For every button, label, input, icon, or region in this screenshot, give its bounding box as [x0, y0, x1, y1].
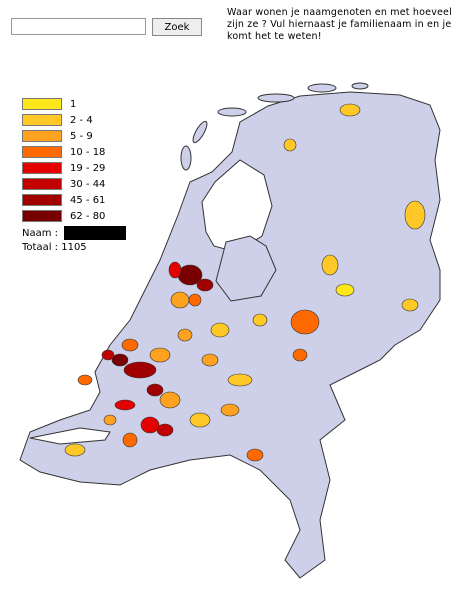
municipality-patch — [227, 373, 253, 387]
legend-row: 5 - 9 — [22, 128, 105, 144]
island — [257, 93, 295, 103]
municipality-patch — [101, 349, 115, 361]
island — [192, 120, 208, 144]
legend-swatch — [22, 194, 62, 206]
municipality-patch — [201, 353, 219, 367]
municipality-patch — [283, 138, 297, 152]
search-button[interactable]: Zoek — [152, 18, 202, 36]
legend-label: 5 - 9 — [70, 130, 93, 142]
search-input[interactable] — [11, 18, 146, 35]
totaal-value: 1105 — [61, 242, 87, 253]
municipality-patch — [210, 322, 230, 338]
legend-row: 30 - 44 — [22, 176, 105, 192]
legend-row: 45 - 61 — [22, 192, 105, 208]
municipality-patch — [111, 353, 129, 367]
legend-row: 10 - 18 — [22, 144, 105, 160]
legend-swatch — [22, 114, 62, 126]
municipality-patch — [121, 338, 139, 352]
municipality-patch — [140, 416, 160, 434]
ijsselmeer — [201, 159, 273, 252]
municipality-patch — [188, 293, 202, 307]
legend-row: 1 — [22, 96, 105, 112]
island — [180, 145, 192, 171]
municipality-patch — [170, 291, 190, 309]
country-outline — [19, 91, 441, 579]
legend-label: 1 — [70, 98, 77, 110]
municipality-patch — [159, 391, 181, 409]
municipality-patch — [404, 200, 426, 230]
legend-swatch — [22, 162, 62, 174]
naam-row: Naam : — [22, 226, 127, 240]
municipality-patch — [64, 443, 86, 457]
legend-row: 19 - 29 — [22, 160, 105, 176]
island — [351, 82, 369, 90]
municipality-patch — [114, 399, 136, 411]
municipality-patch — [335, 283, 355, 297]
naam-box — [64, 226, 127, 240]
municipality-patch — [168, 261, 182, 279]
municipality-patch — [339, 103, 361, 117]
municipality-patch — [189, 412, 211, 428]
municipality-patch — [149, 347, 171, 363]
totaal-row: Totaal : 1105 — [22, 242, 87, 253]
legend-swatch — [22, 210, 62, 222]
legend-label: 10 - 18 — [70, 146, 106, 158]
municipality-patch — [122, 432, 138, 448]
municipality-patch — [103, 414, 117, 426]
legend-swatch — [22, 98, 62, 110]
legend-swatch — [22, 178, 62, 190]
municipality-patch — [156, 423, 174, 437]
legend-label: 62 - 80 — [70, 210, 106, 222]
legend-row: 62 - 80 — [22, 208, 105, 224]
municipality-patch — [220, 403, 240, 417]
legend-label: 45 - 61 — [70, 194, 106, 206]
zeeland-water — [29, 427, 111, 445]
legend-swatch — [22, 146, 62, 158]
totaal-label: Totaal : — [22, 242, 59, 253]
municipality-patch — [252, 313, 268, 327]
intro-text: Waar wonen je naamgenoten en met hoeveel… — [227, 7, 452, 42]
legend-label: 30 - 44 — [70, 178, 106, 190]
legend-swatch — [22, 130, 62, 142]
municipality-patch — [77, 374, 93, 386]
municipality-patch — [246, 448, 264, 462]
municipality-patch — [196, 278, 214, 292]
legend-row: 2 - 4 — [22, 112, 105, 128]
island — [217, 107, 247, 117]
municipality-patch — [177, 328, 193, 342]
municipality-patch — [290, 309, 320, 335]
municipality-patch — [401, 298, 419, 312]
flevoland — [215, 235, 277, 302]
legend-label: 19 - 29 — [70, 162, 106, 174]
legend-label: 2 - 4 — [70, 114, 93, 126]
legend: 1 2 - 4 5 - 9 10 - 18 19 - 29 30 - 44 45 - 61 6… — [22, 96, 105, 224]
municipality-patch — [146, 383, 164, 397]
municipality-patch — [292, 348, 308, 362]
municipality-patch — [321, 254, 339, 276]
island — [307, 83, 337, 93]
municipality-patch — [123, 361, 157, 379]
naam-label: Naam : — [22, 227, 59, 239]
